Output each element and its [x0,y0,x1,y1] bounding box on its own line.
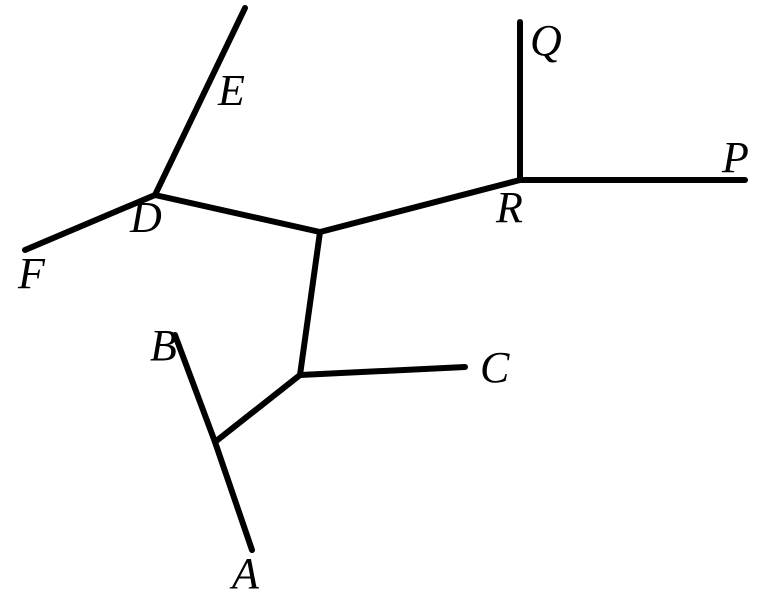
edge-J-A_tip [215,442,252,550]
edge-M-N [300,232,320,375]
label-Q: Q [530,16,562,65]
label-D: D [129,193,162,242]
label-E: E [217,66,245,115]
edge-D-M [155,195,320,232]
edge-J-B_tip [175,335,215,442]
edge-M-R [320,180,520,232]
edges-group [25,8,745,550]
edge-N-J [215,375,300,442]
labels-group: Q E P R D F B C A [17,16,749,598]
label-R: R [495,183,523,232]
edge-N-C_tip [300,367,465,375]
label-A: A [229,549,260,598]
label-P: P [721,133,749,182]
label-C: C [480,343,510,392]
label-B: B [150,321,177,370]
label-F: F [17,249,46,298]
graph-diagram: Q E P R D F B C A [0,0,782,598]
